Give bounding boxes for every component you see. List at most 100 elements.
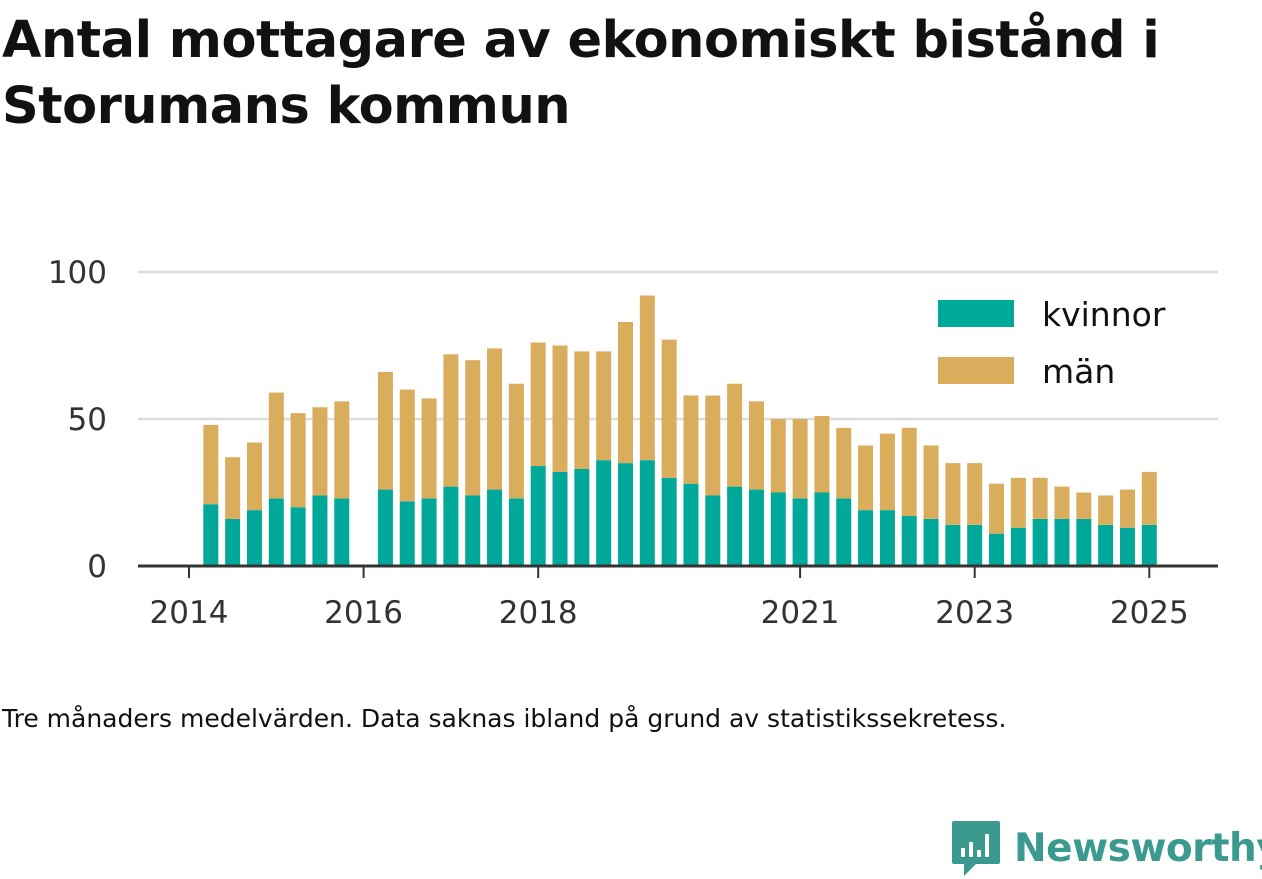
bar-kvinnor	[443, 486, 459, 566]
bar-man	[552, 345, 568, 472]
bar-kvinnor	[1010, 527, 1026, 566]
bar-kvinnor	[203, 504, 219, 566]
bar-kvinnor	[225, 518, 241, 566]
bar-man	[334, 401, 350, 499]
bar-kvinnor	[312, 495, 328, 566]
bar-man	[1076, 492, 1092, 519]
bar-kvinnor	[574, 468, 590, 566]
chart-caption: Tre månaders medelvärden. Data saknas ib…	[2, 704, 1007, 733]
bar-kvinnor	[1032, 518, 1048, 566]
y-tick-label: 0	[87, 549, 107, 585]
bar-kvinnor	[967, 524, 983, 566]
bar-kvinnor	[246, 510, 262, 566]
bar-man	[901, 427, 917, 517]
bar-man	[727, 383, 743, 487]
bar-man	[268, 392, 284, 499]
chart-title: Antal mottagare av ekonomiskt bistånd i …	[2, 11, 1160, 136]
bar-man	[465, 360, 481, 496]
bar-kvinnor	[727, 486, 743, 566]
bar-man	[203, 424, 219, 505]
bar-man	[225, 457, 241, 519]
x-tick-label: 2016	[324, 595, 403, 631]
bar-kvinnor	[879, 510, 895, 566]
bar-kvinnor	[858, 510, 874, 566]
bar-kvinnor	[661, 477, 677, 566]
bar-kvinnor	[268, 498, 284, 566]
newsworthy-logo-icon	[952, 821, 1000, 876]
bar-man	[290, 413, 306, 508]
bar-man	[967, 463, 983, 525]
legend-swatch	[938, 300, 1014, 327]
bars	[203, 295, 1157, 566]
bar-man	[312, 407, 328, 496]
bar-man	[858, 445, 874, 511]
x-tick-label: 2025	[1110, 595, 1189, 631]
bar-kvinnor	[770, 492, 786, 566]
bar-man	[246, 442, 262, 511]
bar-man	[618, 321, 633, 464]
bar-man	[574, 351, 590, 469]
bar-kvinnor	[792, 498, 808, 566]
bar-man	[487, 348, 503, 490]
bar-kvinnor	[1076, 518, 1092, 566]
bar-kvinnor	[683, 483, 699, 566]
bar-kvinnor	[487, 489, 503, 566]
bar-kvinnor	[508, 498, 524, 566]
bar-kvinnor	[552, 471, 568, 566]
bar-man	[1141, 471, 1157, 525]
bar-man	[814, 416, 830, 493]
y-axis-labels: 0 50 100	[48, 255, 107, 585]
bar-kvinnor	[1119, 527, 1135, 566]
legend: kvinnor män	[938, 295, 1166, 391]
y-tick-label: 50	[68, 402, 107, 438]
bar-kvinnor	[836, 498, 852, 566]
legend-label: män	[1042, 352, 1115, 391]
bar-kvinnor	[748, 489, 764, 566]
bar-man	[596, 351, 612, 461]
legend-label: kvinnor	[1042, 295, 1166, 334]
bar-man	[1010, 477, 1026, 528]
bar-man	[443, 354, 459, 487]
bar-man	[1098, 495, 1114, 525]
bar-kvinnor	[705, 495, 721, 566]
bar-man	[923, 445, 939, 519]
bar-man	[508, 383, 524, 499]
bar-kvinnor	[334, 498, 350, 566]
bar-kvinnor	[901, 516, 917, 566]
bar-man	[377, 371, 393, 490]
bar-kvinnor	[1141, 524, 1157, 566]
bar-kvinnor	[377, 489, 393, 566]
bar-kvinnor	[290, 507, 306, 566]
bar-kvinnor	[639, 460, 655, 566]
newsworthy-logo-text: Newsworthy	[1014, 825, 1262, 871]
bar-kvinnor	[814, 492, 830, 566]
x-tick-label: 2021	[761, 595, 840, 631]
x-tick-label: 2018	[499, 595, 578, 631]
y-tick-label: 100	[48, 255, 107, 291]
bar-kvinnor	[618, 463, 633, 566]
bar-man	[1032, 477, 1048, 519]
bar-kvinnor	[989, 533, 1005, 566]
bar-kvinnor	[421, 498, 437, 566]
bar-man	[1119, 489, 1135, 528]
bar-man	[1054, 486, 1070, 519]
bar-kvinnor	[1054, 518, 1070, 566]
bar-man	[792, 419, 808, 499]
bar-man	[836, 427, 852, 499]
bar-kvinnor	[923, 518, 939, 566]
bar-kvinnor	[399, 501, 415, 566]
x-tick-label: 2014	[150, 595, 229, 631]
bar-kvinnor	[465, 495, 481, 566]
bar-kvinnor	[1098, 524, 1114, 566]
newsworthy-logo: Newsworthy	[950, 818, 1262, 878]
bar-man	[945, 463, 961, 525]
bar-man	[661, 339, 677, 478]
legend-swatch	[938, 357, 1014, 384]
bar-man	[748, 401, 764, 490]
bar-man	[530, 342, 546, 467]
bar-man	[705, 395, 721, 496]
bar-man	[683, 395, 699, 484]
bar-man	[421, 398, 437, 499]
x-axis: 2014 2016 2018 2021 2023 2025	[138, 564, 1218, 631]
